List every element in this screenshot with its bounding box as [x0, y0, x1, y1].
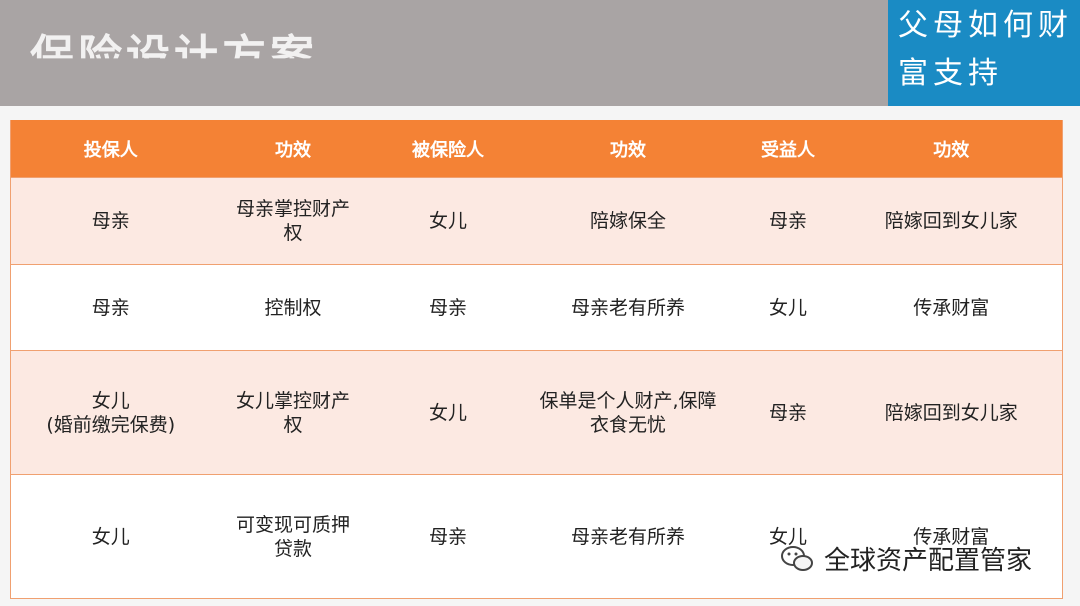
table-cell: 保单是个人财产,保障衣食无忧	[520, 350, 736, 475]
table-cell: 女儿掌控财产权	[210, 350, 376, 475]
table-cell: 母亲	[375, 264, 521, 351]
table-cell: 女儿	[735, 474, 841, 599]
table: 投保人 功效 被保险人 功效 受益人 功效 母亲 母亲掌控财产权 女儿 陪嫁保全 母亲 陪嫁回到女儿…	[10, 120, 1063, 599]
watermark-text: 全球资产配置管家	[824, 546, 1033, 576]
table-cell: 母亲掌控财产权	[210, 177, 376, 265]
table-cell: 母亲老有所养	[520, 474, 736, 599]
table-cell: 陪嫁保全	[520, 177, 736, 265]
column-header: 投保人	[10, 120, 211, 178]
side-line: 父母如何财	[898, 8, 1073, 43]
side-box: 父母如何财 富支持	[888, 0, 1080, 106]
table-cell: 母亲老有所养	[520, 264, 736, 351]
table-cell: 传承财富	[840, 474, 1063, 599]
column-header: 功效	[520, 120, 736, 178]
column-header: 功效	[210, 120, 376, 178]
table-row: 女儿 (婚前缴完保费) 女儿掌控财产权 女儿 保单是个人财产,保障衣食无忧 母亲 陪嫁回到…	[10, 350, 1063, 475]
wechat-icon	[781, 545, 813, 571]
table-row: 母亲 控制权 母亲 母亲老有所养 女儿 传承财富	[10, 264, 1063, 351]
table-cell: 传承财富	[840, 264, 1063, 351]
table-cell: 母亲	[735, 350, 841, 475]
table-cell: 母亲	[735, 177, 841, 265]
header-row: 投保人 功效 被保险人 功效 受益人 功效	[10, 120, 1063, 178]
table-cell: 女儿	[735, 264, 841, 351]
table-cell: 陪嫁回到女儿家	[840, 350, 1063, 475]
table-row: 母亲 母亲掌控财产权 女儿 陪嫁保全 母亲 陪嫁回到女儿家	[10, 177, 1063, 265]
column-header: 功效	[840, 120, 1063, 178]
table-cell: 女儿 (婚前缴完保费)	[10, 350, 211, 475]
table-cell: 母亲	[10, 264, 211, 351]
table-cell: 母亲	[10, 177, 211, 265]
table-cell: 女儿	[375, 177, 521, 265]
side-line: 富支持	[898, 56, 1003, 91]
watermark: 全球资产配置管家	[780, 540, 1032, 577]
table-cell: 陪嫁回到女儿家	[840, 177, 1063, 265]
table-cell: 女儿	[10, 474, 211, 599]
slide-title: 保险设计方案	[30, 31, 318, 82]
column-header: 被保险人	[375, 120, 521, 178]
table-cell: 可变现可质押贷款	[210, 474, 376, 599]
table-cell: 控制权	[210, 264, 376, 351]
column-header: 受益人	[735, 120, 841, 178]
top-bar: 保险设计方案	[0, 0, 888, 106]
table-row: 女儿 可变现可质押贷款 母亲 母亲老有所养 女儿 传承财富	[10, 474, 1063, 599]
table-cell: 女儿	[375, 350, 521, 475]
table-cell: 母亲	[375, 474, 521, 599]
